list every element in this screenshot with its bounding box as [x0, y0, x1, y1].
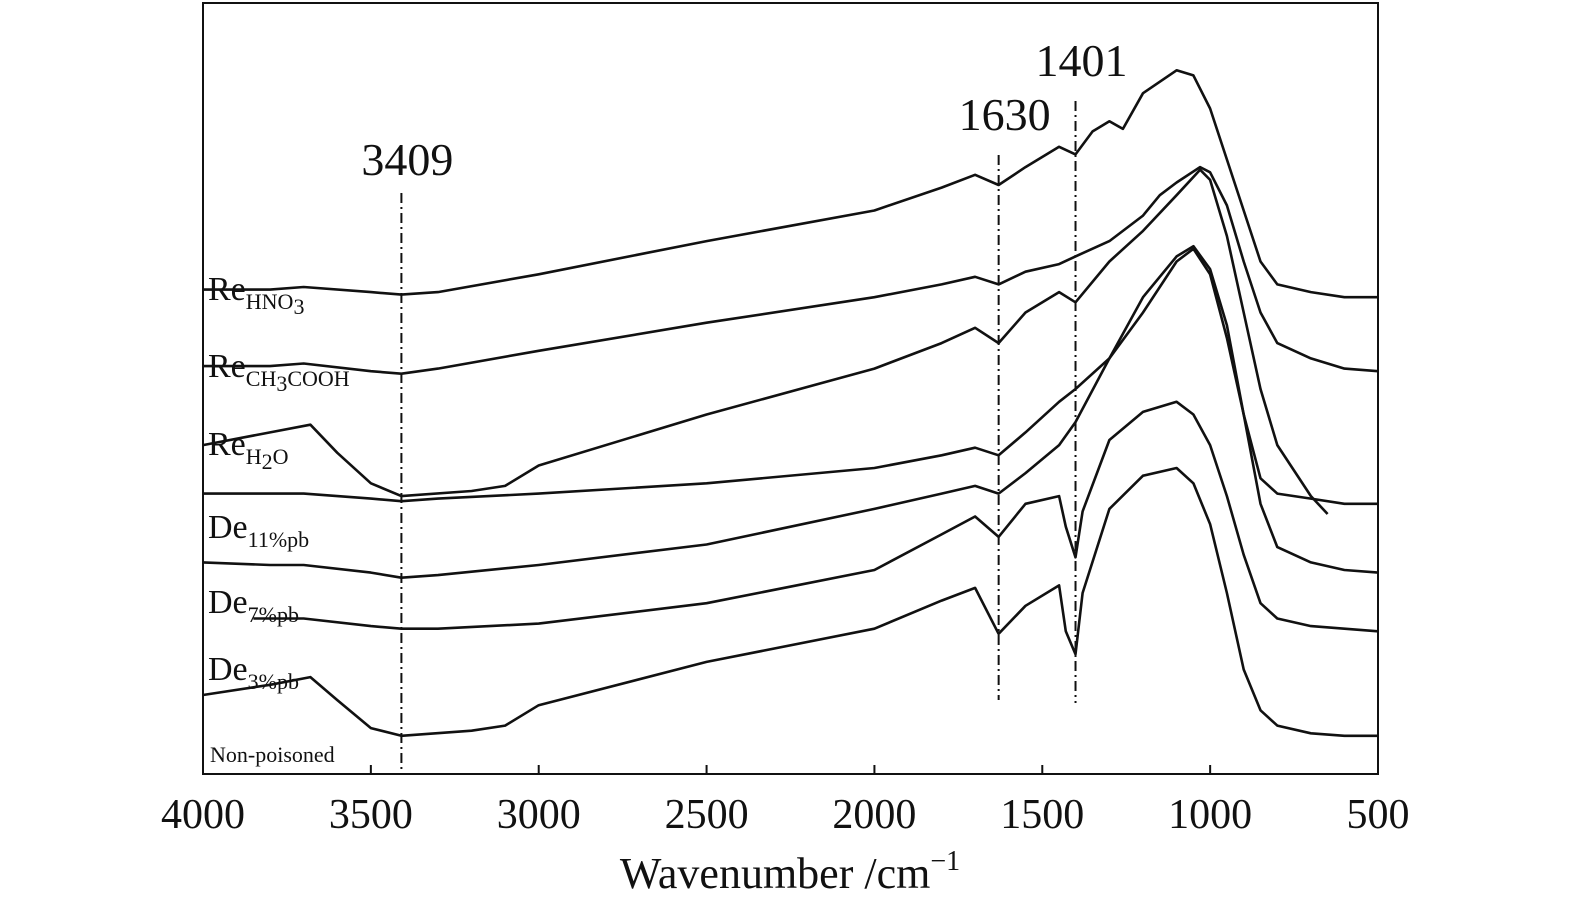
series-label: De11%pb: [208, 509, 309, 552]
series-label: ReH2O: [208, 426, 289, 474]
x-tick-label: 4000: [161, 792, 245, 838]
series-labels: ReHNO3 ReCH3COOH ReH2O De11%pb De7%pb De3%pb N…: [208, 271, 350, 767]
x-axis-ticks: [202, 765, 1379, 774]
series-line: [203, 165, 1379, 376]
x-axis-tick-labels: 4000 3500 3000 2500 2000 1500 1000 500: [161, 792, 1410, 838]
x-tick-label: 500: [1347, 792, 1410, 838]
series-label: ReHNO3: [208, 271, 304, 319]
series-line: [202, 244, 1379, 580]
series-lines: [202, 69, 1379, 738]
series-label: De3%pb: [208, 651, 299, 694]
x-axis-label: Wavenumber /cm−1: [620, 846, 960, 898]
x-tick-label: 2500: [665, 792, 749, 838]
plot-frame: [202, 2, 1379, 775]
series-line: [202, 168, 1329, 515]
x-tick-label: 3000: [497, 792, 581, 838]
peak-label: 3409: [361, 134, 453, 185]
x-tick-label: 3500: [329, 792, 413, 838]
peak-label: 1401: [1036, 35, 1128, 86]
series-line: [253, 400, 1379, 633]
reference-lines: [400, 101, 1077, 774]
series-line: [202, 466, 1378, 738]
series-label: De7%pb: [208, 584, 299, 627]
series-line: [203, 247, 1378, 506]
peak-label: 1630: [959, 89, 1051, 140]
x-tick-label: 1000: [1168, 792, 1252, 838]
series-line: [203, 69, 1378, 299]
x-tick-label: 1500: [1000, 792, 1084, 838]
x-tick-label: 2000: [832, 792, 916, 838]
series-label: ReCH3COOH: [208, 348, 350, 396]
series-label: Non-poisoned: [210, 742, 335, 767]
